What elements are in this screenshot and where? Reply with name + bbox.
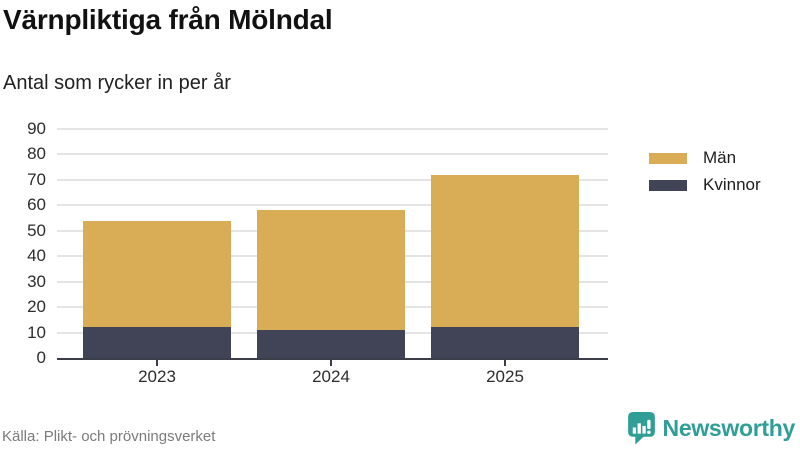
y-tick-label: 80 [27,144,46,164]
gridline-70 [57,178,608,181]
legend-item-kvinnor: Kvinnor [649,175,761,194]
x-tick-label: 2024 [312,367,350,386]
y-tick-label: 40 [27,246,46,266]
source-caption: Källa: Plikt- och prövningsverket [2,428,216,445]
bar-män-2023 [83,220,231,328]
bar-män-2024 [257,210,405,330]
y-tick-label: 10 [27,322,46,342]
legend-label: Kvinnor [703,175,761,194]
y-tick-label: 60 [27,195,46,215]
y-tick-label: 0 [36,348,46,367]
y-tick-label: 30 [27,271,46,291]
legend-label: Män [703,148,737,167]
bar-kvinnor-2024 [257,330,405,358]
y-tick-label: 50 [27,220,46,240]
y-tick-label: 90 [27,119,46,138]
legend: Män Kvinnor [649,148,761,203]
chart-subtitle: Antal som rycker in per år [3,72,231,94]
y-tick-label: 20 [27,297,46,317]
legend-swatch-män [649,152,687,164]
x-tick [330,360,332,366]
bar-kvinnor-2025 [431,327,579,358]
gridline-90 [57,128,608,130]
bar-män-2025 [431,174,579,328]
x-tick-label: 2025 [486,367,524,386]
y-tick-label: 70 [27,169,46,189]
gridline-80 [57,153,608,156]
newsworthy-logo: Newsworthy [627,411,795,446]
newsworthy-chart-bubble-icon [627,412,655,445]
x-tick [504,360,506,366]
x-tick-label: 2023 [138,367,176,386]
legend-swatch-kvinnor [649,179,687,191]
legend-item-män: Män [649,148,761,167]
newsworthy-wordmark: Newsworthy [662,415,796,441]
gridline-60 [57,204,608,207]
chart-title: Värnpliktiga från Mölndal [3,4,333,35]
x-axis-line [57,358,608,360]
bar-kvinnor-2023 [83,327,231,358]
x-tick [156,360,158,366]
